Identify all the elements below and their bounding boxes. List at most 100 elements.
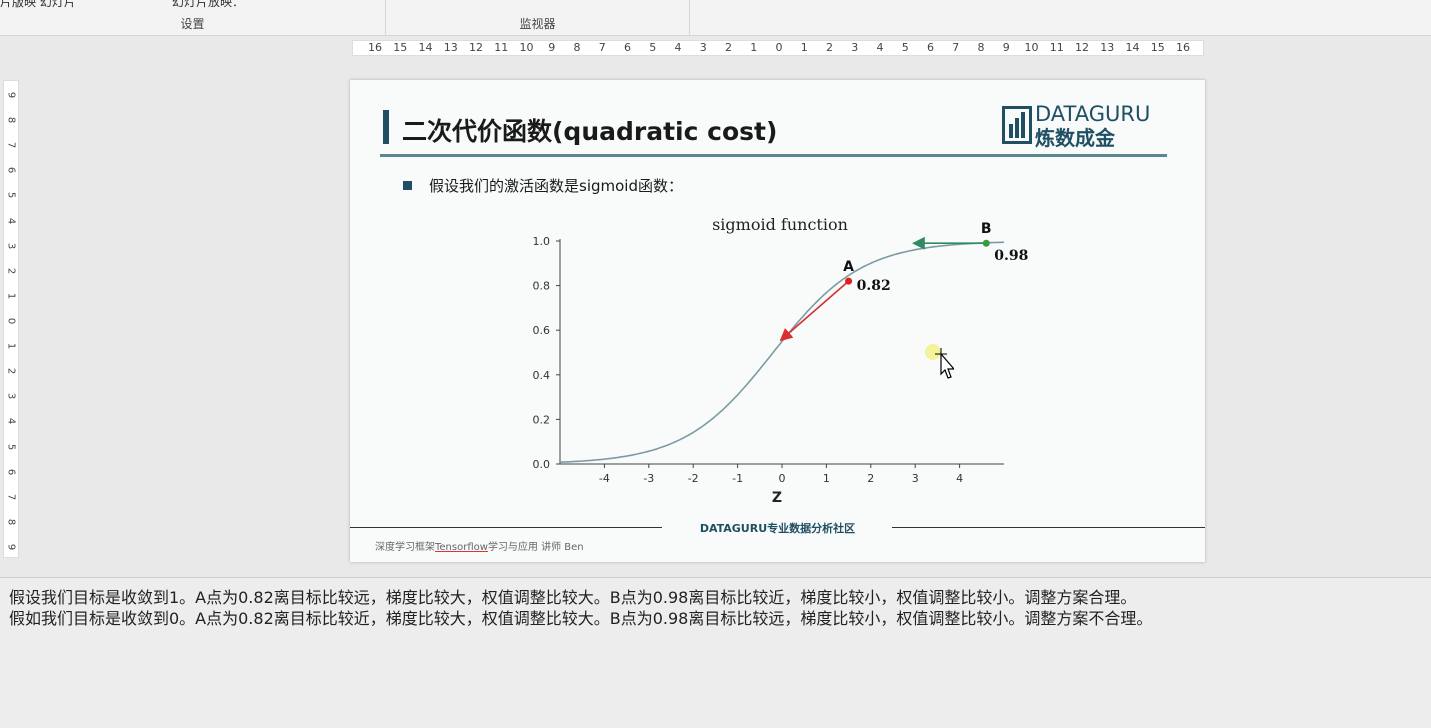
hruler-tick: 14: [1125, 41, 1140, 54]
ribbon-cut-text-mid[interactable]: 幻灯片放映：: [172, 0, 245, 9]
vruler-tick: 7: [5, 142, 17, 149]
vruler-tick: 8: [5, 116, 17, 124]
y-tick-label: 0.0: [533, 458, 551, 471]
point-label-b: B: [981, 221, 992, 237]
vertical-ruler[interactable]: 9 8 7 6 5 4 3 2 1 0 1 2 3 4 5 6 7 8 9: [3, 80, 19, 558]
point-label-a: A: [843, 259, 854, 275]
chart-title: sigmoid function: [712, 215, 848, 234]
y-tick-label: 0.8: [533, 280, 551, 293]
hruler-tick: 6: [624, 41, 631, 54]
x-tick-label: -4: [599, 472, 610, 485]
footer-line-left: [350, 527, 662, 528]
dataguru-logo: DATAGURU 炼数成金: [1002, 102, 1162, 150]
sigmoid-curve: [559, 241, 1005, 463]
hruler-tick: 1: [800, 41, 808, 54]
footer-line-right: [892, 527, 1205, 528]
bullet-text[interactable]: 假设我们的激活函数是sigmoid函数：: [429, 177, 683, 195]
ribbon-group-label-monitor: 监视器: [519, 17, 556, 31]
speaker-notes-pane[interactable]: 假设我们目标是收敛到1。A点为0.82离目标比较远，梯度比较大，权值调整比较大。…: [0, 577, 1431, 728]
hruler-tick: 10: [519, 41, 534, 54]
hruler-tick: 1: [750, 41, 758, 54]
gradient-arrow: [779, 280, 850, 342]
hruler-tick: 11: [494, 41, 509, 54]
hruler-tick: 8: [573, 41, 581, 54]
hruler-tick: 9: [548, 41, 556, 54]
vruler-tick: 7: [5, 493, 17, 500]
hruler-tick: 7: [598, 41, 606, 54]
y-tick-label: 0.2: [533, 413, 551, 426]
slide-canvas[interactable]: 二次代价函数(quadratic cost) DATAGURU 炼数成金 假设我…: [350, 80, 1205, 562]
hruler-tick: 12: [1075, 41, 1089, 54]
x-tick-label: -3: [643, 472, 654, 485]
vruler-tick: 9: [5, 91, 17, 99]
sigmoid-chart[interactable]: sigmoid function 0.0 0.2 0.4 0.6 0.8 1.0 -4 -3 -2…: [510, 210, 1050, 510]
vruler-tick: 3: [5, 242, 17, 249]
vruler-tick: 3: [5, 393, 17, 400]
point-value-b: 0.98: [994, 248, 1028, 264]
slide-title[interactable]: 二次代价函数(quadratic cost): [402, 117, 778, 146]
point-value-a: 0.82: [857, 278, 891, 294]
hruler-tick: 7: [952, 41, 960, 54]
vruler-tick: 5: [5, 192, 17, 199]
hruler-tick: 3: [699, 41, 707, 54]
vruler-tick: 1: [5, 292, 17, 300]
footer-course-link: Tensorflow: [435, 542, 488, 553]
vruler-tick: 6: [5, 468, 17, 475]
x-tick-label: 0: [779, 472, 786, 485]
ribbon-group-monitor: 监视器: [386, 0, 690, 36]
hruler-tick: 14: [418, 41, 433, 54]
footer-course: 深度学习框架Tensorflow学习与应用 讲师 Ben: [375, 538, 584, 553]
footer-course-pre: 深度学习框架: [375, 542, 435, 553]
hruler-tick: 15: [1150, 41, 1165, 54]
notes-line-1: 假设我们目标是收敛到1。A点为0.82离目标比较远，梯度比较大，权值调整比较大。…: [9, 588, 1137, 607]
horizontal-ruler[interactable]: 16 15 14 13 12 11 10 9 8 7 6 5 4 3 2 1 0 1 2 3 4 5 6 7 8 9 10 11 12 1…: [352, 40, 1204, 56]
hruler-tick: 12: [469, 41, 483, 54]
title-accent-bar: [383, 110, 389, 144]
vruler-tick: 9: [5, 543, 17, 551]
hruler-tick: 5: [901, 41, 909, 54]
x-axis-label: Z: [772, 490, 782, 506]
mouse-cursor-icon: [925, 344, 954, 379]
hruler-tick: 3: [851, 41, 859, 54]
hruler-tick: 11: [1049, 41, 1064, 54]
logo-text-en: DATAGURU: [1035, 102, 1151, 126]
hruler-tick: 16: [1176, 41, 1190, 54]
x-tick-label: 3: [912, 472, 919, 485]
vruler-tick: 2: [5, 267, 17, 274]
vruler-tick: 6: [5, 167, 17, 174]
hruler-tick: 4: [674, 41, 682, 54]
vruler-tick: 4: [5, 418, 17, 425]
title-divider: [380, 154, 1167, 157]
y-tick-label: 0.4: [533, 369, 551, 382]
vruler-tick: 5: [5, 443, 17, 450]
ribbon: 片版映 幻灯片 幻灯片放映： 设置 监视器: [0, 0, 1431, 36]
x-tick-label: 2: [867, 472, 874, 485]
vruler-tick: 0: [5, 317, 17, 325]
x-tick-label: 4: [956, 472, 963, 485]
vruler-tick: 4: [5, 217, 17, 224]
bullet-square-icon: [403, 181, 412, 190]
x-tick-label: -2: [688, 472, 699, 485]
hruler-tick: 10: [1024, 41, 1039, 54]
hruler-tick: 8: [977, 41, 985, 54]
logo-bars-icon: [1002, 106, 1032, 144]
vruler-tick: 8: [5, 518, 17, 526]
footer-community: DATAGURU专业数据分析社区: [699, 522, 856, 535]
x-tick-label: 1: [823, 472, 830, 485]
hruler-tick: 9: [1002, 41, 1010, 54]
hruler-tick: 2: [725, 41, 732, 54]
hruler-tick: 0: [775, 41, 783, 54]
point-a: [845, 277, 853, 285]
hruler-tick: 16: [368, 41, 382, 54]
notes-line-2: 假如我们目标是收敛到0。A点为0.82离目标比较近，梯度比较大，权值调整比较大。…: [9, 609, 1153, 628]
ribbon-group-label-setup: 设置: [180, 17, 205, 31]
hruler-tick: 2: [826, 41, 833, 54]
ribbon-cut-text-left[interactable]: 片版映 幻灯片: [0, 0, 76, 9]
y-tick-label: 0.6: [533, 324, 551, 337]
hruler-tick: 15: [393, 41, 408, 54]
y-tick-label: 1.0: [533, 235, 551, 248]
vruler-tick: 1: [5, 342, 17, 350]
x-tick-label: -1: [732, 472, 743, 485]
hruler-tick: 13: [443, 41, 458, 54]
vruler-tick: 2: [5, 368, 17, 375]
